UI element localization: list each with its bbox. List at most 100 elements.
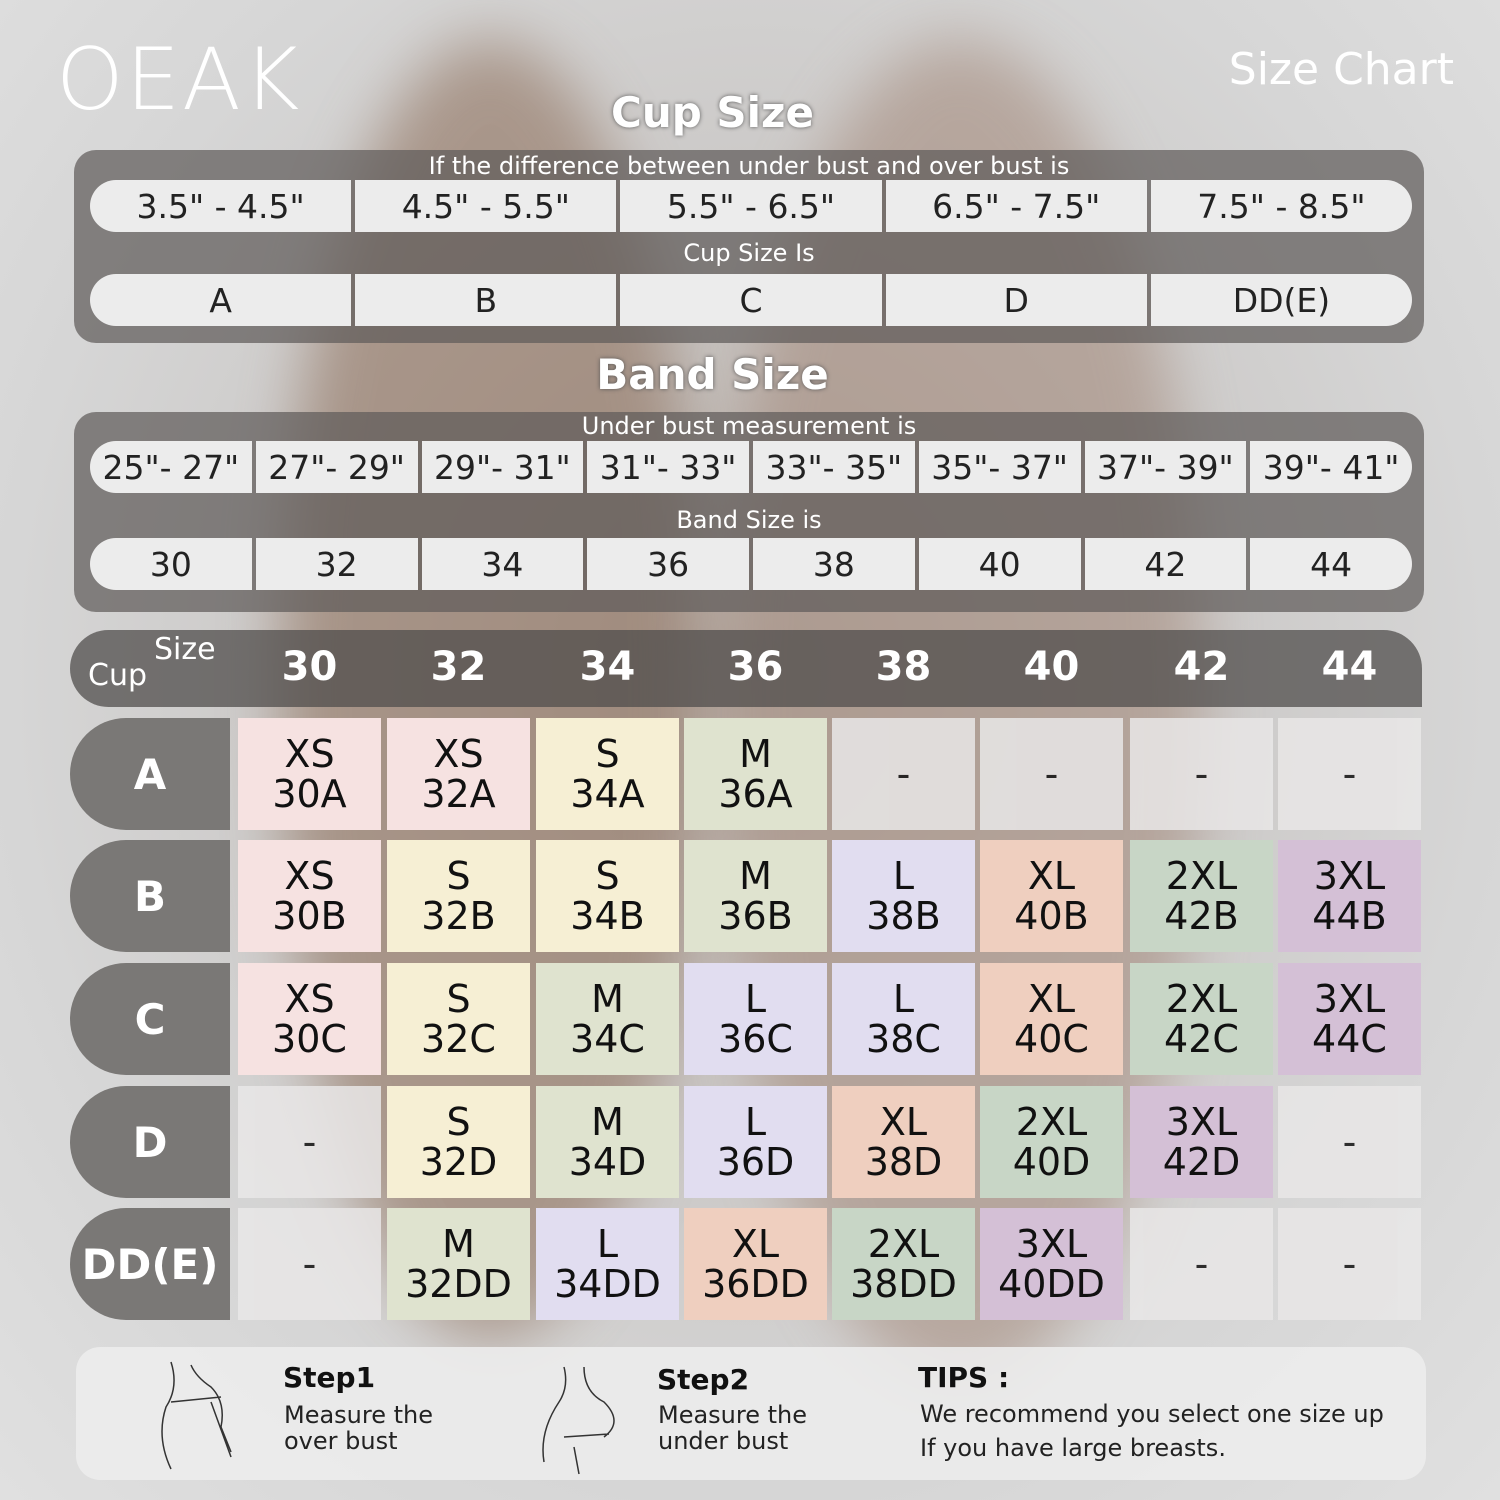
- size-label: 3XL: [1313, 977, 1386, 1021]
- size-label: L: [596, 1222, 619, 1266]
- diff-label: If the difference between under bust and…: [428, 152, 1070, 180]
- size-cell: XS 32A: [387, 718, 530, 830]
- measure-under-bust-icon: [542, 1366, 615, 1475]
- size-cell: L 38B: [832, 840, 975, 952]
- size-label: S: [595, 854, 620, 898]
- size-label: XL: [1027, 977, 1076, 1021]
- size-cell: M 36A: [684, 718, 827, 830]
- size-code: 30B: [272, 894, 347, 938]
- size-label: XS: [284, 732, 335, 776]
- size-cell: 3XL 44B: [1278, 840, 1421, 952]
- step1-text: Measure the over bust: [284, 1401, 434, 1455]
- column-header: 44: [1321, 644, 1378, 690]
- size-cell: -: [1278, 1208, 1421, 1320]
- size-code: 38C: [866, 1017, 941, 1061]
- size-cell: S 34B: [536, 840, 679, 952]
- size-code: 34D: [568, 1140, 647, 1184]
- size-code: 34C: [570, 1017, 645, 1061]
- step2-title: Step2: [657, 1363, 750, 1396]
- size-label: 2XL: [1165, 977, 1238, 1021]
- band-pill: 44: [1250, 538, 1412, 590]
- cup-range-pill: 4.5" - 5.5": [355, 180, 617, 232]
- size-label: XL: [731, 1222, 780, 1266]
- column-header: 42: [1173, 644, 1230, 690]
- band-range-pill: 31"- 33": [587, 441, 749, 493]
- size-cell: -: [238, 1208, 381, 1320]
- size-code: 40DD: [998, 1262, 1105, 1306]
- band-range-pill: 39"- 41": [1250, 441, 1412, 493]
- band-range-pill: 33"- 35": [753, 441, 915, 493]
- footer-panel: Step1 Measure the over bust Step2 Measur…: [76, 1347, 1426, 1480]
- size-cell: 3XL 44C: [1278, 963, 1421, 1075]
- column-header: 30: [281, 644, 338, 690]
- tips-line-2: If you have large breasts.: [920, 1434, 1226, 1462]
- cup-pill: D: [885, 274, 1147, 326]
- size-cell: M 32DD: [387, 1208, 530, 1320]
- size-label: S: [446, 1100, 471, 1144]
- size-code: 40C: [1014, 1017, 1089, 1061]
- size-code: 40D: [1012, 1140, 1091, 1184]
- size-cell: XL 36DD: [684, 1208, 827, 1320]
- size-cell: XS 30B: [238, 840, 381, 952]
- size-label: 3XL: [1313, 854, 1386, 898]
- band-pill: 38: [753, 538, 915, 590]
- size-label: S: [446, 977, 471, 1021]
- size-label: -: [1194, 1242, 1209, 1286]
- size-cell: L 36C: [684, 963, 827, 1075]
- size-code: 42C: [1164, 1017, 1239, 1061]
- size-label: XS: [284, 854, 335, 898]
- size-label: -: [1342, 752, 1357, 796]
- size-cell: 3XL 42D: [1130, 1086, 1273, 1198]
- table-header: Size Cup 30 32 34 36 38 40 42 44: [70, 630, 1422, 707]
- cup-range-pill: 6.5" - 7.5": [885, 180, 1147, 232]
- size-code: 32B: [421, 894, 496, 938]
- size-cell: -: [1130, 1208, 1273, 1320]
- band-range-pill: 25"- 27": [90, 441, 252, 493]
- under-label: Under bust measurement is: [581, 412, 917, 440]
- size-label: -: [302, 1242, 317, 1286]
- size-label: -: [1044, 752, 1059, 796]
- step1-title: Step1: [283, 1361, 376, 1394]
- cup-pill: B: [355, 274, 617, 326]
- band-range-pill: 35"- 37": [918, 441, 1081, 493]
- band-pill: 36: [587, 538, 749, 590]
- cup-range-pill: 7.5" - 8.5": [1150, 180, 1413, 232]
- size-label: XS: [284, 977, 335, 1021]
- cup-range-pill: 3.5" - 4.5": [90, 180, 352, 232]
- band-size-panel: Under bust measurement is 25"- 27" 27"- 2…: [74, 412, 1424, 612]
- size-code: 38DD: [850, 1262, 957, 1306]
- size-code: 34DD: [554, 1262, 661, 1306]
- column-header: 38: [875, 644, 932, 690]
- size-label: L: [892, 854, 915, 898]
- size-code: 30C: [272, 1017, 347, 1061]
- size-code: 38B: [866, 894, 941, 938]
- size-cell: L 36D: [684, 1086, 827, 1198]
- size-code: 42D: [1162, 1140, 1241, 1184]
- size-cell: L 38C: [832, 963, 975, 1075]
- size-code: 32C: [421, 1017, 496, 1061]
- band-range-pill: 29"- 31": [421, 441, 584, 493]
- band-pill: 40: [918, 538, 1081, 590]
- band-pill: 42: [1084, 538, 1247, 590]
- size-cell: L 34DD: [536, 1208, 679, 1320]
- row-label-cup: B: [70, 840, 230, 952]
- row-label-cup: C: [70, 963, 230, 1075]
- size-label: L: [744, 1100, 767, 1144]
- size-code: 36B: [718, 894, 793, 938]
- size-label: M: [591, 977, 624, 1021]
- size-cell: -: [238, 1086, 381, 1198]
- size-code: 44B: [1312, 894, 1387, 938]
- size-label: L: [744, 977, 767, 1021]
- size-cell: XL 40C: [980, 963, 1123, 1075]
- size-cell: -: [1278, 1086, 1421, 1198]
- size-label: -: [1194, 752, 1209, 796]
- size-cell: XS 30A: [238, 718, 381, 830]
- corner-cup-label: Cup: [88, 658, 148, 693]
- size-label: -: [1342, 1120, 1357, 1164]
- band-label: Band Size is: [676, 506, 822, 534]
- band-range-pill: 27"- 29": [255, 441, 418, 493]
- tips-title: TIPS :: [918, 1361, 1010, 1394]
- size-cell: -: [1278, 718, 1421, 830]
- size-label: M: [739, 854, 772, 898]
- size-label: 2XL: [1165, 854, 1238, 898]
